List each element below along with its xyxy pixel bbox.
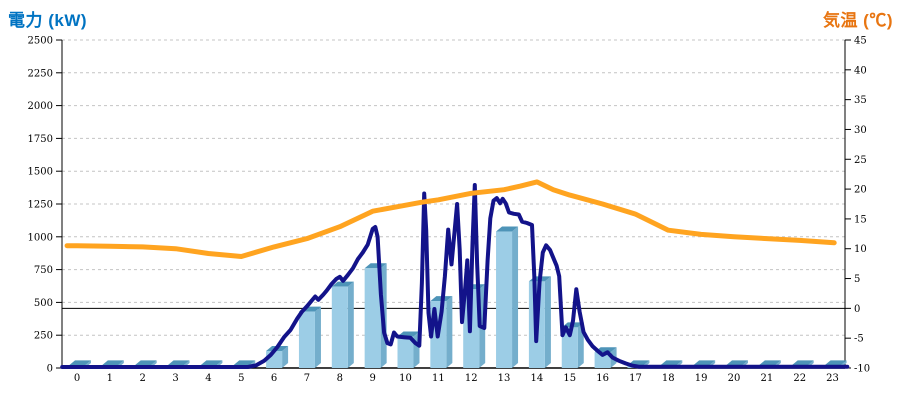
hour-axis-tick-label: 9 [369,373,375,384]
hour-axis-tick-label: 8 [337,373,343,384]
temperature-axis-tick-label: -10 [854,364,870,375]
power-axis-tick-label: 500 [34,298,53,309]
temperature-axis-tick-label: 35 [854,95,867,106]
temperature-axis-tick-label: -5 [854,334,864,345]
hour-axis-tick-label: 14 [531,373,544,384]
gridlines [62,39,845,336]
hour-axis-tick-label: 20 [728,373,741,384]
hour-axis-tick-label: 13 [498,373,511,384]
power-axis-tick-label: 750 [34,265,53,276]
power-axis-tick-label: 1000 [28,232,53,243]
power-axis-tick-label: 1500 [28,167,53,178]
temperature-axis-tick-label: 10 [854,244,867,255]
power-axis-tick-label: 2250 [28,68,53,79]
hour-axis-tick-label: 6 [271,373,277,384]
power-axis-tick-label: 1250 [28,200,53,211]
temperature-axis-tick-label: 5 [854,274,860,285]
hour-axis-tick-label: 15 [563,373,576,384]
hour-axis-tick-label: 21 [760,373,773,384]
hour-axis-tick-label: 5 [238,373,244,384]
power-bar [496,226,519,368]
hour-axis-tick-label: 3 [172,373,178,384]
power-axis-title: 電力 (kW) [8,11,88,30]
hour-axis-tick-label: 17 [629,373,642,384]
hour-axis-tick-label: 10 [399,373,412,384]
temperature-axis-title: 気温 (℃) [822,11,893,30]
hour-axis-tick-label: 2 [140,373,146,384]
power-axis-tick-label: 2000 [28,101,53,112]
hour-axis-tick-label: 18 [662,373,675,384]
hour-axis: 0 1 2 3 4 5 6 7 8 9 10 11 12 13 14 15 16 17 18 19 20 21 22 23 [62,367,845,384]
hour-axis-tick-label: 23 [826,373,839,384]
temperature-axis-tick-label: 25 [854,155,867,166]
temperature-axis-tick-label: 45 [854,36,867,47]
power-axis: 0 250 500 750 1000 1250 1500 1750 2000 2250 2500 [28,36,63,375]
hour-axis-tick-label: 19 [695,373,708,384]
temperature-line [64,179,837,259]
hour-axis-tick-label: 7 [304,373,310,384]
power-axis-tick-label: 2500 [28,36,53,47]
temperature-axis-tick-label: 15 [854,214,867,225]
temperature-axis: -10 -5 0 5 10 15 20 25 30 35 40 45 [844,36,870,375]
power-axis-tick-label: 250 [34,331,53,342]
temperature-axis-tick-label: 20 [854,185,867,196]
hour-axis-tick-label: 16 [596,373,609,384]
power-bar [331,281,354,368]
hour-axis-tick-label: 0 [74,373,80,384]
temperature-axis-tick-label: 0 [854,304,860,315]
power-axis-tick-label: 0 [47,364,53,375]
hour-axis-tick-label: 4 [205,373,211,384]
hour-axis-tick-label: 11 [432,373,445,384]
hour-axis-tick-label: 22 [793,373,806,384]
power-line [60,183,850,369]
power-axis-tick-label: 1750 [28,134,53,145]
hour-axis-tick-label: 12 [465,373,478,384]
power-bar [298,306,321,368]
hour-axis-tick-label: 1 [107,373,113,384]
temperature-axis-tick-label: 40 [854,65,867,76]
temperature-axis-tick-label: 30 [854,125,867,136]
